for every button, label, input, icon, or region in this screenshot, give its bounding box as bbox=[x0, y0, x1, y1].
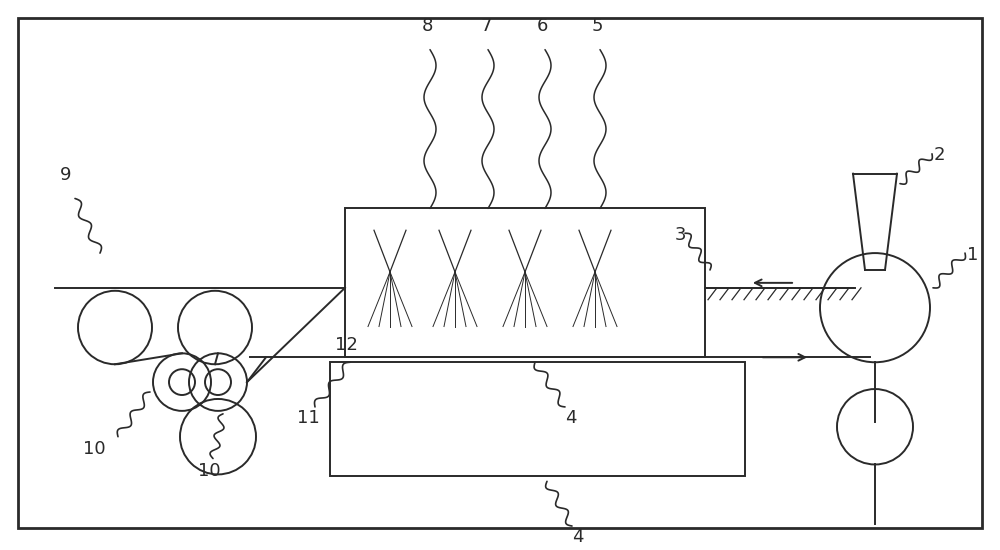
Text: 2: 2 bbox=[934, 146, 946, 164]
Text: 1: 1 bbox=[967, 246, 978, 264]
Text: 10: 10 bbox=[198, 463, 221, 481]
Text: 4: 4 bbox=[572, 528, 584, 546]
Text: 11: 11 bbox=[297, 409, 320, 427]
Text: 5: 5 bbox=[592, 16, 604, 35]
Text: 7: 7 bbox=[480, 16, 492, 35]
Bar bbox=[330, 362, 745, 476]
Text: 12: 12 bbox=[335, 336, 358, 354]
Text: 9: 9 bbox=[60, 166, 72, 184]
Text: 4: 4 bbox=[565, 409, 576, 427]
Text: 3: 3 bbox=[675, 226, 686, 244]
Bar bbox=[345, 208, 705, 358]
Text: 10: 10 bbox=[83, 439, 106, 458]
Text: 8: 8 bbox=[422, 16, 433, 35]
Text: 6: 6 bbox=[537, 16, 548, 35]
